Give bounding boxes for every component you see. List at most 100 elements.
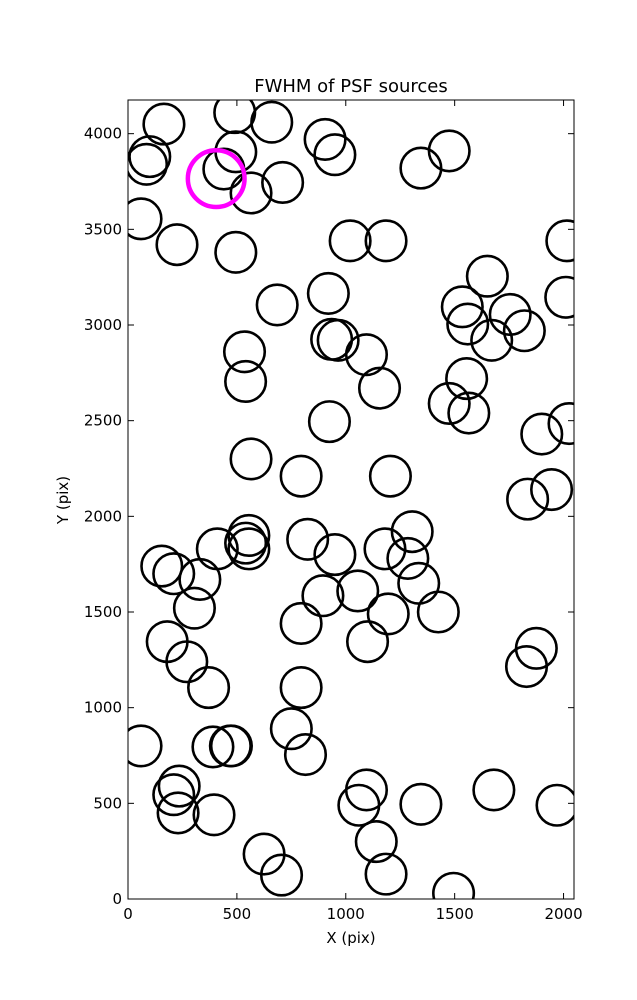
data-point bbox=[227, 513, 271, 558]
data-point bbox=[279, 454, 323, 498]
data-point bbox=[399, 146, 443, 190]
data-point bbox=[440, 285, 484, 329]
x-axis-label: X (pix) bbox=[326, 929, 375, 947]
data-point bbox=[313, 533, 357, 577]
y-tick-label: 3500 bbox=[84, 220, 122, 238]
data-point bbox=[152, 773, 196, 817]
data-point bbox=[445, 357, 489, 401]
highlight-point bbox=[185, 148, 247, 210]
data-point bbox=[336, 569, 380, 613]
data-point bbox=[227, 527, 271, 571]
data-point bbox=[142, 102, 186, 146]
data-point bbox=[504, 644, 549, 689]
data-point bbox=[390, 510, 434, 554]
data-point bbox=[301, 574, 345, 618]
data-point bbox=[357, 366, 402, 410]
data-point bbox=[259, 853, 304, 897]
data-point bbox=[328, 219, 372, 263]
y-tick-label: 0 bbox=[112, 890, 122, 908]
data-point bbox=[279, 601, 323, 646]
data-point bbox=[165, 640, 209, 684]
data-point bbox=[178, 557, 222, 602]
data-point bbox=[354, 820, 398, 864]
data-point bbox=[155, 223, 199, 267]
data-point bbox=[195, 527, 239, 571]
x-tick-label: 0 bbox=[123, 905, 133, 923]
data-point bbox=[520, 412, 564, 456]
data-point bbox=[156, 791, 200, 835]
data-point bbox=[337, 783, 381, 827]
data-point bbox=[547, 401, 574, 446]
y-axis-label: Y (pix) bbox=[54, 476, 72, 525]
data-point bbox=[224, 521, 268, 565]
y-tick-label: 4000 bbox=[84, 125, 122, 143]
data-point bbox=[283, 732, 328, 777]
plot-frame bbox=[127, 99, 575, 900]
data-point bbox=[157, 764, 201, 808]
data-point bbox=[432, 871, 476, 899]
data-point bbox=[427, 381, 471, 426]
data-point bbox=[344, 768, 389, 812]
data-point bbox=[397, 561, 441, 605]
data-point bbox=[286, 517, 330, 561]
data-point bbox=[229, 437, 273, 481]
y-tick-label: 1500 bbox=[84, 603, 122, 621]
x-tick-label: 1000 bbox=[327, 905, 365, 923]
data-point bbox=[368, 454, 412, 498]
data-point bbox=[192, 793, 236, 837]
x-tick-label: 1500 bbox=[436, 905, 474, 923]
data-point bbox=[303, 117, 347, 161]
data-point bbox=[545, 219, 574, 263]
data-point bbox=[472, 768, 516, 812]
axis-ticks: 0 500 1000 1500 2000 0 500 1000 1500 2000 2500 3000… bbox=[84, 100, 583, 923]
data-point bbox=[229, 171, 273, 215]
data-point bbox=[416, 590, 460, 634]
data-point bbox=[544, 275, 574, 319]
y-tick-label: 500 bbox=[93, 794, 122, 812]
data-point bbox=[128, 142, 169, 186]
data-point bbox=[465, 254, 509, 298]
y-tick-label: 2500 bbox=[84, 412, 122, 430]
data-point bbox=[447, 391, 491, 435]
data-point bbox=[152, 552, 196, 596]
data-point bbox=[261, 160, 305, 205]
data-point bbox=[446, 302, 490, 346]
data-point bbox=[191, 725, 235, 769]
chart-title: FWHM of PSF sources bbox=[254, 76, 448, 97]
data-point bbox=[140, 544, 184, 588]
data-point bbox=[313, 133, 357, 177]
data-point bbox=[128, 724, 163, 768]
data-point bbox=[386, 536, 430, 580]
data-point bbox=[250, 100, 294, 144]
data-point bbox=[222, 330, 267, 374]
data-point bbox=[279, 666, 323, 710]
x-tick-label: 2000 bbox=[544, 905, 582, 923]
data-point bbox=[255, 283, 299, 327]
plot-area bbox=[128, 100, 574, 899]
data-point bbox=[364, 852, 408, 896]
data-point bbox=[307, 400, 351, 444]
data-point bbox=[366, 592, 410, 636]
data-point bbox=[364, 219, 408, 263]
data-point bbox=[213, 100, 257, 135]
data-point bbox=[506, 477, 550, 521]
data-point bbox=[488, 292, 532, 337]
data-point bbox=[128, 135, 172, 179]
data-point bbox=[399, 782, 443, 826]
data-point bbox=[427, 129, 471, 173]
data-point bbox=[345, 620, 390, 664]
data-point bbox=[306, 271, 350, 315]
data-point bbox=[209, 724, 253, 768]
data-point bbox=[470, 318, 514, 362]
y-tick-label: 3000 bbox=[84, 316, 122, 334]
data-point bbox=[502, 309, 546, 353]
data-point bbox=[269, 707, 313, 751]
y-tick-label: 2000 bbox=[84, 507, 122, 525]
data-point bbox=[172, 586, 216, 630]
data-point bbox=[128, 197, 163, 241]
data-point bbox=[187, 666, 231, 710]
data-point bbox=[535, 783, 574, 827]
data-point bbox=[214, 230, 258, 274]
x-tick-label: 500 bbox=[223, 905, 252, 923]
